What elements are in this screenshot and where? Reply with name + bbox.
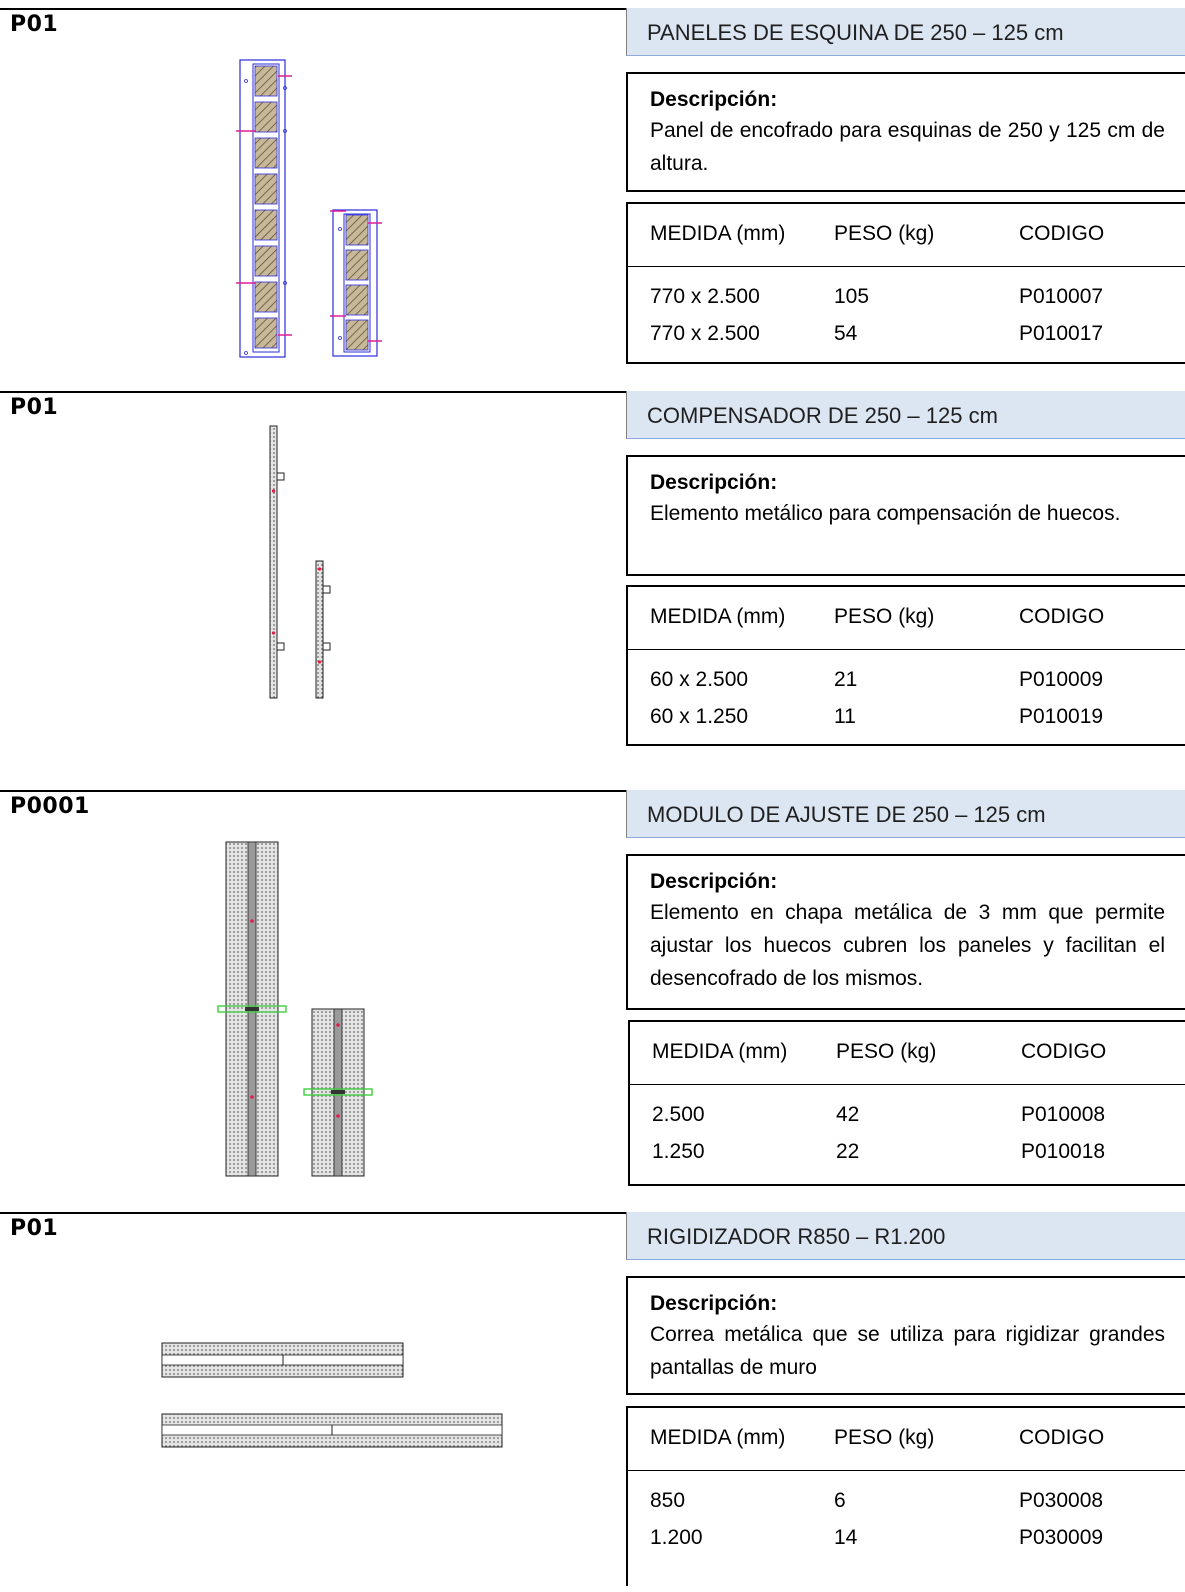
product-code: P01 bbox=[10, 1216, 59, 1241]
cell-codigo: P010008 bbox=[1021, 1103, 1106, 1126]
product-title-bar: RIGIDIZADOR R850 – R1.200 bbox=[626, 1212, 1185, 1260]
cell-medida: 1.250 bbox=[652, 1140, 705, 1163]
table-row: 1.200 14 P030009 bbox=[628, 1520, 1185, 1557]
cell-medida: 770 x 2.500 bbox=[650, 285, 760, 308]
col-medida: MEDIDA (mm) bbox=[652, 1040, 788, 1063]
table-row: 2.500 42 P010008 bbox=[630, 1097, 1185, 1134]
description-box: Descripción: Panel de encofrado para esq… bbox=[626, 72, 1185, 192]
table-row: 60 x 1.250 11 P010019 bbox=[628, 699, 1185, 736]
col-medida: MEDIDA (mm) bbox=[650, 1426, 786, 1449]
product-section-2: P01 COMPENSADOR DE 250 – 125 cm Descripc… bbox=[0, 391, 1185, 786]
spec-table: MEDIDA (mm) PESO (kg) CODIGO 850 6 P0300… bbox=[626, 1406, 1185, 1586]
cell-codigo: P010019 bbox=[1019, 705, 1104, 728]
col-peso: PESO (kg) bbox=[836, 1040, 937, 1063]
cell-peso: 6 bbox=[834, 1489, 846, 1512]
product-title: PANELES DE ESQUINA DE 250 – 125 cm bbox=[647, 20, 1064, 45]
product-title-bar: PANELES DE ESQUINA DE 250 – 125 cm bbox=[626, 8, 1185, 56]
section-divider bbox=[0, 391, 626, 393]
description-box: Descripción: Elemento en chapa metálica … bbox=[626, 854, 1185, 1010]
description-label: Descripción: bbox=[650, 471, 778, 494]
product-section-1: P01 bbox=[0, 8, 1185, 383]
description-text: Elemento metálico para compensación de h… bbox=[650, 502, 1121, 525]
spec-table: MEDIDA (mm) PESO (kg) CODIGO 770 x 2.500… bbox=[626, 202, 1185, 364]
cell-peso: 105 bbox=[834, 285, 870, 308]
cell-codigo: P010018 bbox=[1021, 1140, 1106, 1163]
cell-codigo: P030008 bbox=[1019, 1489, 1104, 1512]
cell-medida: 60 x 1.250 bbox=[650, 705, 749, 728]
section-divider bbox=[0, 1212, 626, 1214]
cell-codigo: P030009 bbox=[1019, 1526, 1104, 1549]
col-codigo: CODIGO bbox=[1019, 222, 1105, 245]
cell-medida: 1.200 bbox=[650, 1526, 703, 1549]
cell-codigo: P010007 bbox=[1019, 285, 1104, 308]
description-box: Descripción: Correa metálica que se util… bbox=[626, 1276, 1185, 1395]
description-text: Elemento en chapa metálica de 3 mm que p… bbox=[650, 901, 1165, 990]
spec-table-header: MEDIDA (mm) PESO (kg) CODIGO bbox=[628, 1408, 1185, 1471]
col-peso: PESO (kg) bbox=[834, 222, 935, 245]
product-section-3: P0001 MODULO DE AJUSTE DE 250 – 125 cm D… bbox=[0, 790, 1185, 1186]
compensator-drawing bbox=[269, 425, 331, 699]
cell-medida: 60 x 2.500 bbox=[650, 668, 749, 691]
product-code: P01 bbox=[10, 12, 59, 37]
col-medida: MEDIDA (mm) bbox=[650, 222, 786, 245]
table-row: 770 x 2.500 54 P010017 bbox=[628, 316, 1185, 353]
col-codigo: CODIGO bbox=[1019, 1426, 1105, 1449]
spec-table-header: MEDIDA (mm) PESO (kg) CODIGO bbox=[628, 204, 1185, 267]
description-box: Descripción: Elemento metálico para comp… bbox=[626, 455, 1185, 576]
col-codigo: CODIGO bbox=[1021, 1040, 1107, 1063]
description-label: Descripción: bbox=[650, 88, 778, 111]
cell-medida: 770 x 2.500 bbox=[650, 322, 760, 345]
spec-table: MEDIDA (mm) PESO (kg) CODIGO 2.500 42 P0… bbox=[628, 1020, 1185, 1186]
stiffener-drawing bbox=[161, 1342, 503, 1448]
col-medida: MEDIDA (mm) bbox=[650, 605, 786, 628]
table-row: 770 x 2.500 105 P010007 bbox=[628, 279, 1185, 316]
product-code: P01 bbox=[10, 395, 59, 420]
cell-peso: 42 bbox=[836, 1103, 860, 1126]
product-title-bar: MODULO DE AJUSTE DE 250 – 125 cm bbox=[626, 790, 1185, 838]
adjust-module-drawing bbox=[217, 841, 373, 1177]
cell-peso: 21 bbox=[834, 668, 858, 691]
cell-medida: 2.500 bbox=[652, 1103, 705, 1126]
spec-table-header: MEDIDA (mm) PESO (kg) CODIGO bbox=[628, 587, 1185, 650]
cell-peso: 22 bbox=[836, 1140, 860, 1163]
product-title: COMPENSADOR DE 250 – 125 cm bbox=[647, 403, 998, 428]
description-label: Descripción: bbox=[650, 870, 778, 893]
product-title: RIGIDIZADOR R850 – R1.200 bbox=[647, 1224, 946, 1249]
col-peso: PESO (kg) bbox=[834, 605, 935, 628]
cell-medida: 850 bbox=[650, 1489, 686, 1512]
product-title-bar: COMPENSADOR DE 250 – 125 cm bbox=[626, 391, 1185, 439]
cell-peso: 11 bbox=[834, 705, 856, 728]
spec-table-header: MEDIDA (mm) PESO (kg) CODIGO bbox=[630, 1022, 1185, 1085]
table-row: 1.250 22 P010018 bbox=[630, 1134, 1185, 1171]
product-title: MODULO DE AJUSTE DE 250 – 125 cm bbox=[647, 802, 1046, 827]
section-divider bbox=[0, 790, 626, 792]
spec-table: MEDIDA (mm) PESO (kg) CODIGO 60 x 2.500 … bbox=[626, 585, 1185, 746]
product-code: P0001 bbox=[10, 794, 90, 819]
col-peso: PESO (kg) bbox=[834, 1426, 935, 1449]
cell-codigo: P010017 bbox=[1019, 322, 1104, 345]
cell-peso: 14 bbox=[834, 1526, 858, 1549]
table-row: 60 x 2.500 21 P010009 bbox=[628, 662, 1185, 699]
cell-codigo: P010009 bbox=[1019, 668, 1104, 691]
product-section-4: P01 RIGIDIZADOR R850 – R1.200 Descripció… bbox=[0, 1212, 1185, 1592]
description-text: Correa metálica que se utiliza para rigi… bbox=[650, 1323, 1165, 1379]
section-divider bbox=[0, 8, 626, 10]
table-row: 850 6 P030008 bbox=[628, 1483, 1185, 1520]
col-codigo: CODIGO bbox=[1019, 605, 1105, 628]
description-text: Panel de encofrado para esquinas de 250 … bbox=[650, 119, 1165, 175]
corner-panel-drawing bbox=[236, 59, 382, 358]
cell-peso: 54 bbox=[834, 322, 858, 345]
description-label: Descripción: bbox=[650, 1292, 778, 1315]
